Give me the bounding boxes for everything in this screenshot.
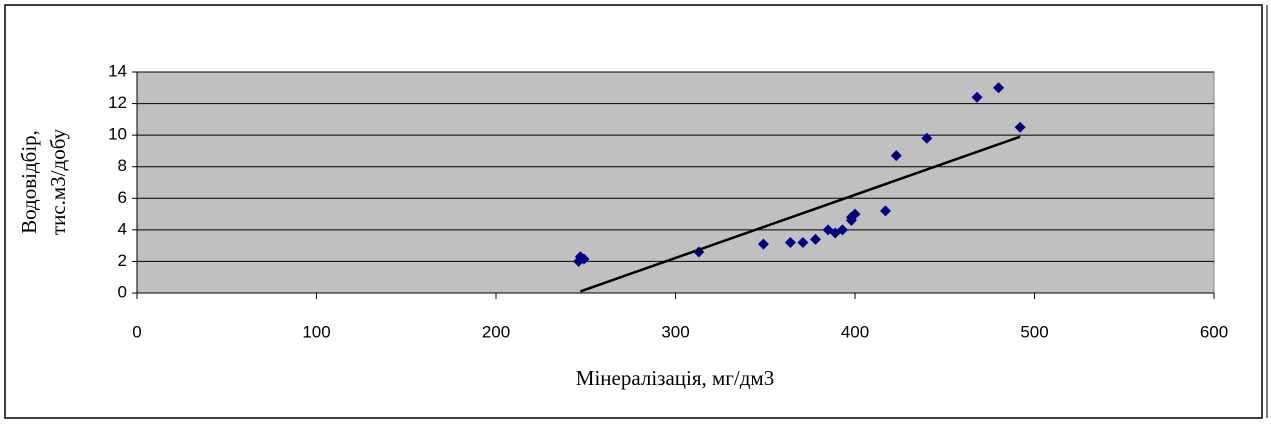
x-tick-label: 300 xyxy=(661,322,689,341)
y-tick-label: 8 xyxy=(118,156,127,175)
x-tick-label: 500 xyxy=(1020,322,1048,341)
y-axis-title-line: Водовідбір, xyxy=(17,130,41,234)
x-tick-label: 600 xyxy=(1200,322,1228,341)
y-tick-label: 0 xyxy=(118,282,127,301)
point xyxy=(797,236,809,248)
y-tick-label: 10 xyxy=(108,125,127,144)
point xyxy=(757,238,769,250)
point xyxy=(573,255,585,267)
y-tick-label: 14 xyxy=(108,61,127,80)
y-tick-label: 6 xyxy=(118,188,127,207)
point xyxy=(836,224,848,236)
point xyxy=(1014,121,1026,133)
point xyxy=(971,91,983,103)
x-tick-label: 200 xyxy=(482,322,510,341)
y-axis-title: Водовідбір, тис.м3/добу xyxy=(17,128,70,235)
x-tick-label: 100 xyxy=(302,322,330,341)
x-tick-label: 400 xyxy=(841,322,869,341)
y-tick-label: 4 xyxy=(118,219,127,238)
point xyxy=(880,205,892,217)
point xyxy=(810,233,822,245)
y-tick-label: 2 xyxy=(118,251,127,270)
point xyxy=(784,236,796,248)
y-tick-label: 12 xyxy=(108,93,127,112)
point xyxy=(890,150,902,162)
trendline xyxy=(579,135,1021,293)
x-axis-title: Мінералізація, мг/дм3 xyxy=(576,366,774,390)
y-axis-title-line: тис.м3/добу xyxy=(46,128,70,235)
point xyxy=(845,214,857,226)
x-tick-label: 0 xyxy=(132,322,141,341)
plot-area xyxy=(136,71,1215,294)
point xyxy=(993,82,1005,94)
point xyxy=(921,132,933,144)
